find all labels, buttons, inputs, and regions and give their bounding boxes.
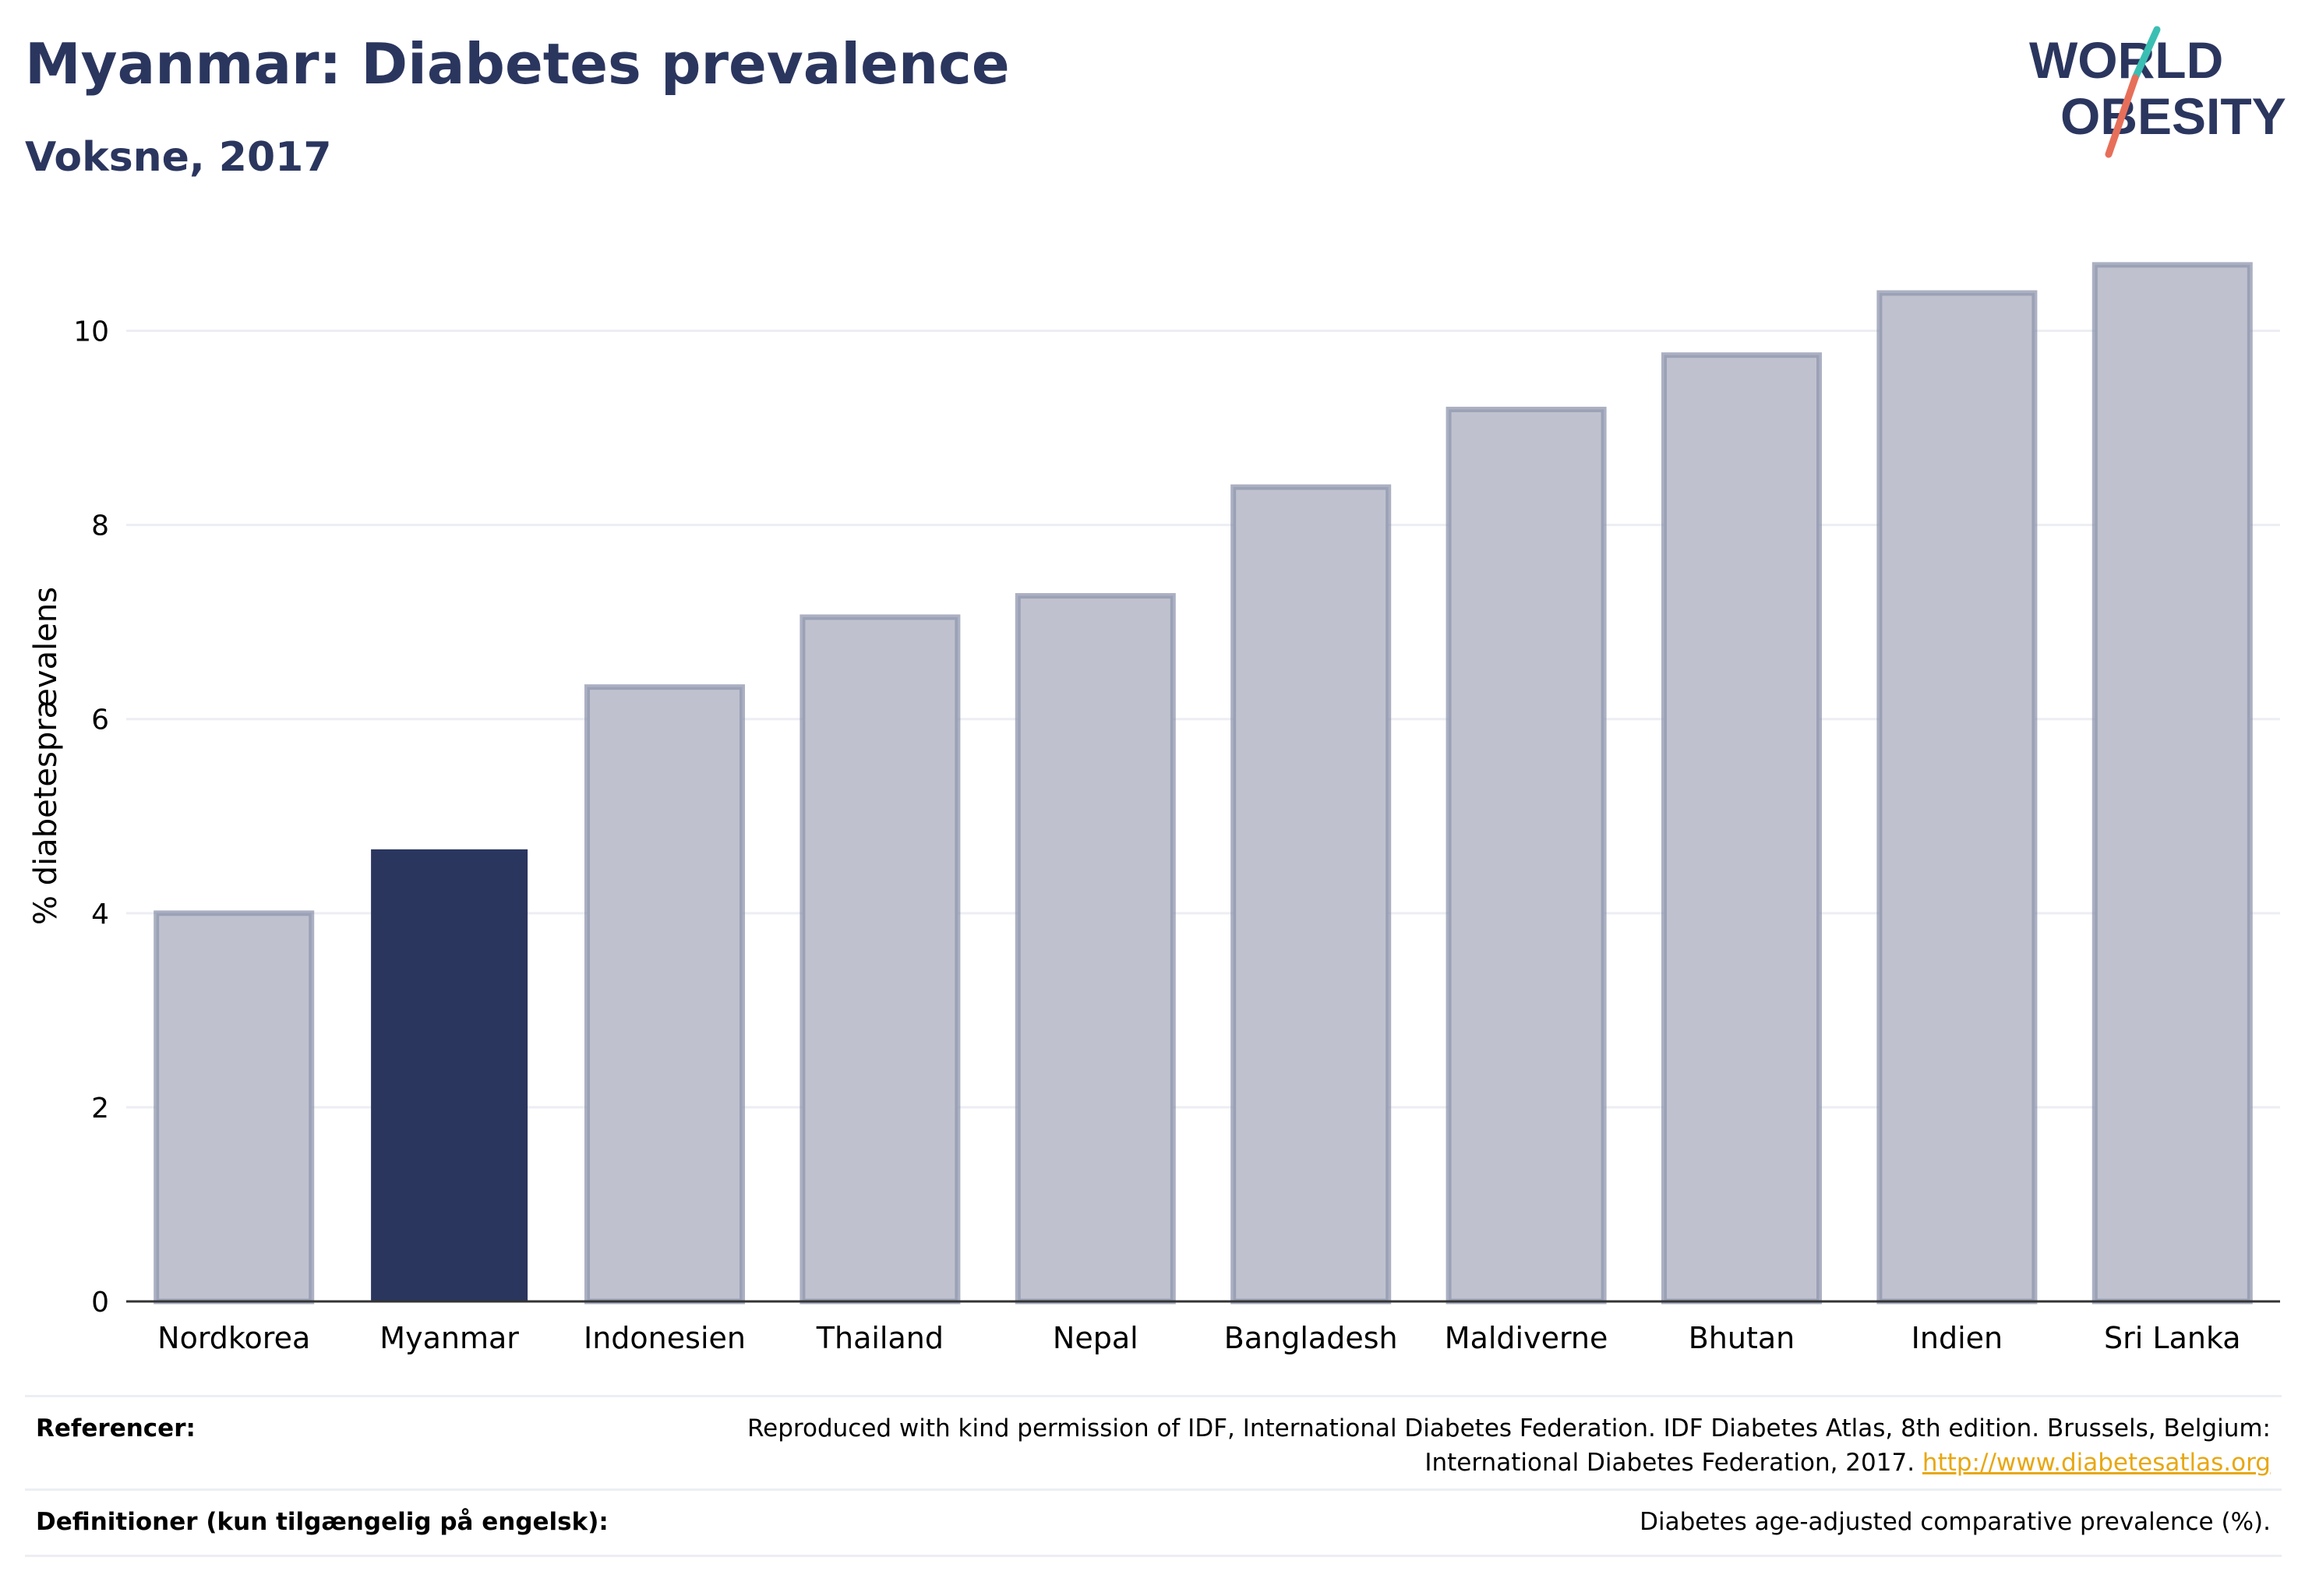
chart-title: Myanmar: Diabetes prevalence xyxy=(25,31,1010,97)
references-text: Reproduced with kind permission of IDF, … xyxy=(478,1411,2271,1480)
references-line-2-text: International Diabetes Federation, 2017. xyxy=(1424,1449,1915,1477)
y-tick-label: 2 xyxy=(91,1093,109,1125)
x-tick-label: Myanmar xyxy=(379,1321,519,1355)
bar-bangladesh xyxy=(1230,484,1392,1305)
references-label: Referencer: xyxy=(36,1414,196,1442)
bar-indonesien xyxy=(584,684,746,1305)
x-tick-label: Nepal xyxy=(1053,1321,1138,1355)
x-tick-label: Sri Lanka xyxy=(2104,1321,2241,1355)
y-tick-label: 0 xyxy=(91,1287,109,1319)
bar-nepal xyxy=(1015,593,1176,1305)
bar-indien xyxy=(1876,290,2038,1305)
references-line-2: International Diabetes Federation, 2017.… xyxy=(478,1446,2271,1480)
logo-text-world: WORLD xyxy=(2029,31,2223,89)
bar-bhutan xyxy=(1661,352,1823,1305)
chart-subtitle: Voksne, 2017 xyxy=(25,134,332,181)
axes: 0 2 4 6 8 10 Nordkorea Myanmar Indonesien Thailan… xyxy=(73,316,2280,1355)
logo-slash-coral xyxy=(2105,74,2139,158)
definitions-row: Definitioner (kun tilgængelig på engelsk… xyxy=(25,1488,2282,1557)
bar-myanmar xyxy=(371,849,528,1302)
x-tick-label: Nordkorea xyxy=(157,1321,310,1355)
logo-slash-teal xyxy=(2131,26,2161,82)
references-line-1: Reproduced with kind permission of IDF, … xyxy=(747,1414,2271,1442)
y-tick-label: 10 xyxy=(73,316,109,348)
logo-text-obesity: OBESITY xyxy=(2060,87,2286,145)
y-tick-label: 4 xyxy=(91,899,109,930)
bar-sri-lanka xyxy=(2091,262,2253,1305)
bars xyxy=(154,262,2253,1305)
y-axis-label: % diabetesprævalens xyxy=(28,587,64,925)
bar-thailand xyxy=(800,614,961,1305)
definitions-label: Definitioner (kun tilgængelig på engelsk… xyxy=(36,1508,609,1536)
x-tick-label: Indien xyxy=(1911,1321,2003,1355)
world-obesity-logo: WORLD OBESITY xyxy=(2029,26,2286,158)
x-tick-label: Thailand xyxy=(816,1321,944,1355)
x-tick-label: Bangladesh xyxy=(1224,1321,1398,1355)
x-tick-label: Maldiverne xyxy=(1445,1321,1608,1355)
diabetes-atlas-link[interactable]: http://www.diabetesatlas.org xyxy=(1922,1449,2271,1477)
y-tick-label: 8 xyxy=(91,510,109,542)
y-tick-label: 6 xyxy=(91,704,109,736)
bar-nordkorea xyxy=(154,910,315,1305)
references-row: Referencer: Reproduced with kind permiss… xyxy=(25,1395,2282,1491)
x-tick-label: Bhutan xyxy=(1689,1321,1795,1355)
bar-chart: 0 2 4 6 8 10 Nordkorea Myanmar Indonesien Thailan… xyxy=(28,262,2280,1355)
bar-maldiverne xyxy=(1445,406,1607,1305)
definitions-text: Diabetes age-adjusted comparative preval… xyxy=(1640,1508,2271,1536)
x-tick-label: Indonesien xyxy=(584,1321,746,1355)
